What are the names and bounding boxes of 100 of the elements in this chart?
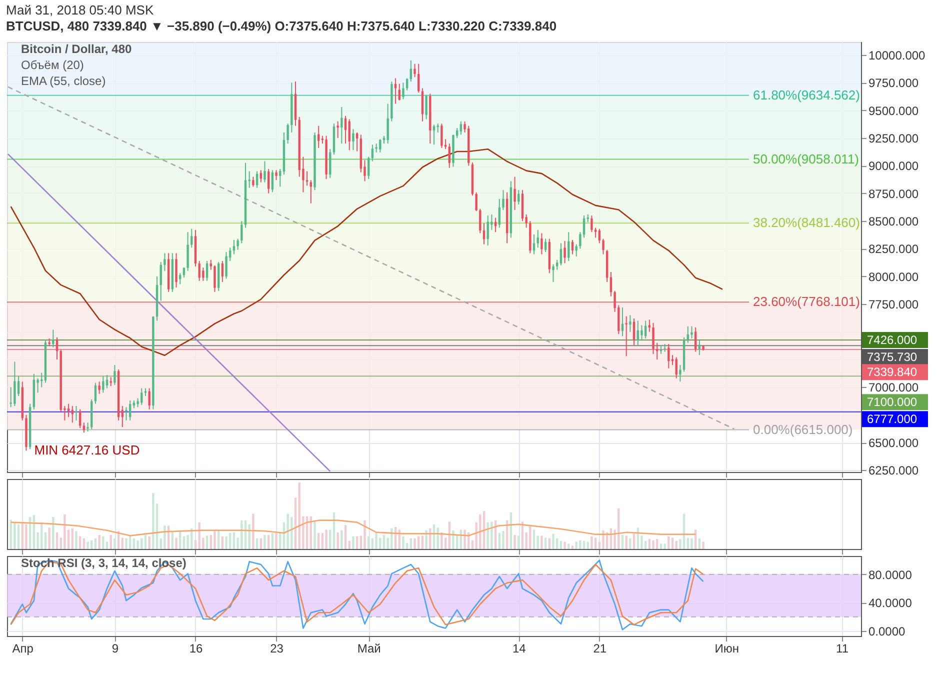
- candlestick: [14, 361, 16, 406]
- bar: [418, 536, 420, 549]
- candlestick: [248, 170, 250, 188]
- candlestick: [329, 148, 332, 178]
- candlestick: [236, 238, 239, 250]
- bar: [232, 532, 236, 549]
- bar: [125, 538, 128, 549]
- candlestick: [675, 356, 678, 379]
- bar: [110, 535, 112, 549]
- candlestick: [694, 326, 697, 352]
- bar: [440, 532, 443, 549]
- y-tick-label: 9500.000: [868, 104, 919, 118]
- ref-line-label: 0.00%(6615.000): [753, 422, 853, 437]
- x-tick-label: 16: [189, 642, 203, 656]
- bar: [148, 536, 150, 549]
- bar: [325, 530, 328, 549]
- bar: [356, 536, 358, 549]
- candlestick: [348, 118, 350, 151]
- y-tick-label: 9750.000: [868, 76, 919, 90]
- candlestick: [425, 94, 428, 120]
- bar: [210, 535, 212, 549]
- ref-line-label: 7426.000: [867, 333, 918, 347]
- y-tick-label: 8500.000: [868, 214, 919, 229]
- bar: [344, 525, 347, 549]
- bar: [182, 536, 186, 549]
- bar: [17, 524, 20, 549]
- candlestick: [402, 82, 404, 100]
- bar: [652, 540, 654, 549]
- bar: [64, 514, 66, 549]
- candlestick: [256, 170, 258, 188]
- bar: [290, 517, 293, 549]
- bar: [382, 535, 386, 549]
- candlestick: [102, 376, 104, 394]
- candlestick: [368, 156, 370, 180]
- bar: [514, 535, 516, 549]
- candlestick: [164, 252, 166, 272]
- candlestick: [518, 190, 520, 205]
- candlestick: [310, 180, 312, 204]
- y-tick-label: 8250.000: [868, 242, 919, 256]
- bar: [52, 517, 54, 549]
- candlestick: [336, 120, 339, 139]
- candlestick: [125, 406, 128, 421]
- bar: [502, 531, 504, 549]
- bar: [571, 546, 574, 549]
- candlestick: [406, 78, 408, 91]
- bar: [44, 532, 47, 549]
- candlestick: [190, 228, 193, 248]
- candlestick: [398, 83, 400, 101]
- bar: [579, 540, 582, 549]
- candlestick: [271, 170, 274, 193]
- bar: [686, 538, 689, 549]
- y-tick-label: 6500.000: [868, 436, 919, 450]
- candlestick: [625, 316, 628, 357]
- bar: [336, 532, 339, 549]
- bar: [75, 531, 78, 549]
- bar: [436, 528, 439, 549]
- candlestick: [252, 176, 254, 188]
- bar: [329, 530, 332, 549]
- bar: [252, 514, 254, 549]
- candlestick: [140, 388, 143, 406]
- candlestick: [279, 168, 282, 188]
- candlestick: [52, 329, 54, 348]
- bar: [656, 539, 658, 549]
- x-tick-label: 9: [112, 642, 119, 656]
- bar: [86, 542, 89, 549]
- bar: [632, 534, 636, 549]
- bar: [590, 536, 593, 549]
- bar: [48, 528, 50, 549]
- bar: [390, 528, 393, 549]
- bar: [675, 541, 678, 549]
- bar: [368, 536, 370, 549]
- candlestick: [198, 260, 200, 282]
- y-tick-label: 7750.000: [868, 298, 919, 312]
- ref-line-label: 23.60%(7768.101): [753, 294, 860, 310]
- candlestick: [482, 222, 486, 245]
- candlestick: [275, 170, 278, 181]
- candlestick: [479, 208, 482, 234]
- bar: [98, 535, 100, 549]
- x-tick-label: 21: [593, 642, 607, 656]
- annotation: Объём (20): [21, 58, 84, 72]
- y-tick-label: 7000.000: [868, 380, 919, 395]
- bar: [560, 541, 562, 549]
- candlestick: [148, 388, 150, 410]
- bar: [664, 544, 666, 549]
- annotation: Bitcoin / Dollar, 480: [21, 42, 132, 56]
- candlestick: [552, 264, 554, 282]
- bar: [114, 538, 116, 549]
- ref-line-label: 7100.000: [867, 395, 918, 410]
- bar: [544, 538, 547, 549]
- bar: [648, 539, 651, 549]
- candlestick: [206, 260, 208, 282]
- candlestick: [536, 229, 539, 248]
- candlestick: [590, 215, 593, 233]
- y-tick-label: 8750.000: [868, 186, 919, 201]
- bar: [175, 538, 178, 549]
- bar: [271, 533, 274, 549]
- x-tick-label: Июн: [714, 642, 739, 656]
- candlestick: [560, 242, 562, 266]
- candlestick: [82, 422, 86, 434]
- candlestick: [379, 138, 382, 153]
